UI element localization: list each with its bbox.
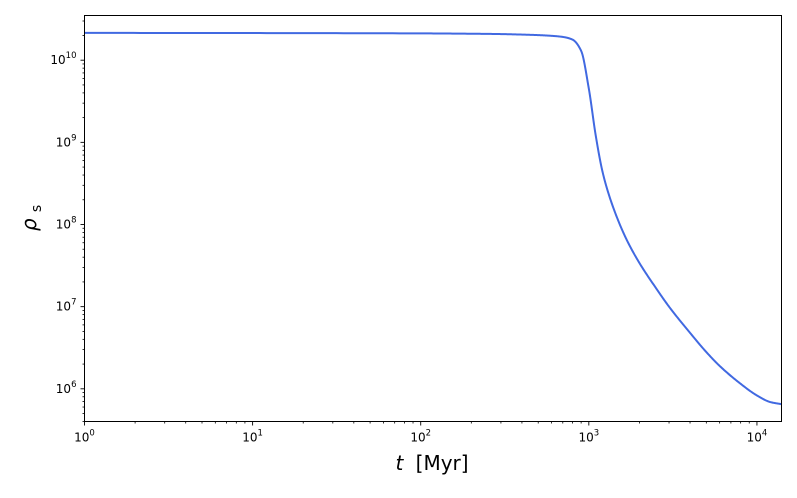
y-tick-label: 1010	[50, 51, 76, 67]
x-tick-base: 10	[74, 431, 89, 445]
y-axis-subscript: s	[29, 205, 45, 212]
y-tick-exponent: 8	[71, 216, 76, 226]
x-axis-unit: [Myr]	[416, 451, 469, 475]
x-axis-symbol: t	[395, 451, 404, 475]
y-tick-label: 107	[56, 298, 77, 314]
major-ticks	[80, 59, 758, 426]
x-axis-title: t [Myr]	[395, 451, 468, 475]
y-tick-base: 10	[56, 382, 71, 396]
y-tick-base: 10	[56, 135, 71, 149]
x-tick-base: 10	[578, 431, 593, 445]
x-tick-label: 104	[747, 429, 768, 445]
y-tick-label: 108	[56, 216, 77, 232]
y-tick-exponent: 7	[71, 298, 76, 308]
y-axis-title: ρ s	[17, 205, 45, 231]
x-tick-base: 10	[747, 431, 762, 445]
y-tick-base: 10	[50, 53, 65, 67]
x-tick-label: 101	[242, 429, 263, 445]
x-tick-exponent: 4	[762, 429, 767, 439]
x-tick-label: 102	[410, 429, 431, 445]
plot-frame	[84, 15, 782, 422]
y-axis-symbol: ρ	[17, 218, 41, 231]
x-tick-exponent: 0	[89, 429, 94, 439]
x-tick-label: 103	[578, 429, 599, 445]
series-layer	[84, 31, 783, 406]
y-tick-label: 109	[56, 133, 77, 149]
x-tick-base: 10	[410, 431, 425, 445]
y-tick-exponent: 6	[71, 380, 76, 390]
y-tick-base: 10	[56, 300, 71, 314]
x-tick-base: 10	[242, 431, 257, 445]
x-tick-exponent: 1	[258, 429, 263, 439]
y-tick-exponent: 10	[66, 51, 77, 61]
x-tick-exponent: 3	[594, 429, 599, 439]
x-tick-label: 100	[74, 429, 95, 445]
y-tick-exponent: 9	[71, 133, 76, 143]
y-tick-label: 106	[56, 380, 77, 396]
x-tick-exponent: 2	[426, 429, 431, 439]
series-line	[84, 31, 783, 406]
y-tick-base: 10	[56, 218, 71, 232]
